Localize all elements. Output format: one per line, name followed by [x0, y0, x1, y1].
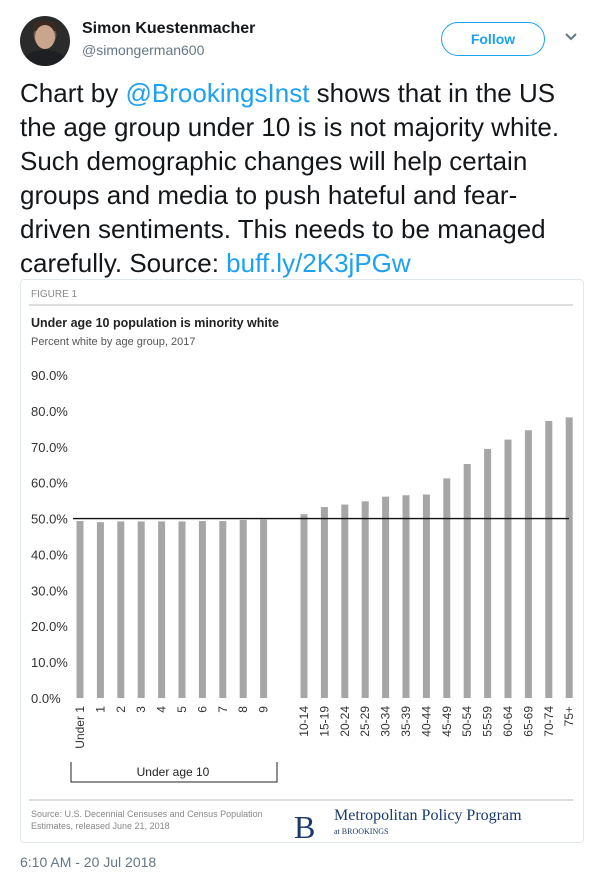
- source-link[interactable]: buff.ly/2K3jPGw: [226, 248, 411, 278]
- source-line-2: Estimates, released June 21, 2018: [31, 821, 170, 831]
- x-tick-label: 25-29: [358, 706, 372, 737]
- bar: [484, 448, 492, 698]
- x-tick-label: 35-39: [399, 706, 413, 737]
- x-tick-label: 20-24: [338, 706, 352, 737]
- x-tick-label: 8: [236, 706, 250, 713]
- chevron-down-icon[interactable]: [564, 30, 578, 44]
- bar: [260, 519, 268, 698]
- x-tick-label: 3: [134, 706, 148, 713]
- avatar-face: [35, 25, 55, 49]
- chart-title: Under age 10 population is minority whit…: [31, 316, 279, 330]
- y-tick-label: 80.0%: [31, 404, 68, 419]
- x-tick-label: 65-69: [521, 706, 535, 737]
- bar: [137, 521, 145, 698]
- figure-label: FIGURE 1: [31, 289, 78, 300]
- chart-card[interactable]: FIGURE 1 Under age 10 population is mino…: [20, 279, 584, 843]
- x-tick-label: 7: [216, 706, 230, 713]
- bar: [158, 521, 166, 698]
- x-tick-label: 1: [93, 706, 107, 713]
- bar: [300, 514, 308, 698]
- x-tick-label: 75+: [562, 706, 576, 726]
- bar: [117, 521, 125, 698]
- mention-link[interactable]: @BrookingsInst: [125, 78, 310, 108]
- bar: [545, 420, 553, 698]
- user-name[interactable]: Simon Kuestenmacher: [82, 20, 256, 37]
- follow-button[interactable]: Follow: [441, 22, 545, 56]
- tweet-body: shows that in the US the age group under…: [20, 78, 560, 278]
- x-tick-label: 45-49: [440, 706, 454, 737]
- bar: [320, 507, 328, 698]
- bar: [504, 439, 512, 698]
- x-tick-label: 5: [175, 706, 189, 713]
- y-tick-label: 50.0%: [31, 512, 68, 527]
- y-tick-label: 90.0%: [31, 368, 68, 383]
- x-tick-label: 10-14: [297, 706, 311, 737]
- timestamp[interactable]: 6:10 AM - 20 Jul 2018: [20, 854, 157, 870]
- y-tick-label: 30.0%: [31, 583, 68, 598]
- y-tick-label: 40.0%: [31, 547, 68, 562]
- bar: [178, 521, 186, 698]
- bar: [443, 478, 451, 698]
- chart-subtitle: Percent white by age group, 2017: [31, 336, 196, 348]
- x-tick-label: 2: [114, 706, 128, 713]
- x-tick-label: 30-34: [379, 706, 393, 737]
- tweet-prefix: Chart by: [20, 78, 126, 108]
- y-tick-label: 60.0%: [31, 476, 68, 491]
- bar: [341, 504, 349, 698]
- x-tick-label: 9: [257, 706, 271, 713]
- avatar[interactable]: [20, 16, 70, 66]
- source-line-1: Source: U.S. Decennial Censuses and Cens…: [31, 809, 263, 819]
- bar: [239, 519, 247, 698]
- bar: [219, 521, 227, 698]
- user-handle[interactable]: @simongerman600: [82, 42, 205, 58]
- under-10-bracket: [70, 762, 278, 783]
- x-tick-label: 50-54: [460, 706, 474, 737]
- bar: [361, 501, 369, 698]
- under-10-label: Under age 10: [137, 765, 210, 779]
- bar: [76, 521, 84, 698]
- chart: FIGURE 1 Under age 10 population is mino…: [29, 289, 576, 842]
- y-tick-label: 70.0%: [31, 440, 68, 455]
- bar: [198, 521, 206, 698]
- y-tick-label: 20.0%: [31, 619, 68, 634]
- bar: [96, 522, 104, 698]
- bar: [422, 494, 430, 698]
- at-brookings: at BROOKINGS: [334, 827, 388, 836]
- y-tick-label: 0.0%: [31, 691, 61, 706]
- program-name: Metropolitan Policy Program: [334, 807, 522, 824]
- bar: [565, 417, 573, 698]
- x-tick-label: 70-74: [542, 706, 556, 737]
- x-tick-label: 6: [195, 706, 209, 713]
- avatar-shirt: [24, 50, 66, 66]
- bar: [524, 430, 532, 698]
- x-tick-label: 55-59: [481, 706, 495, 737]
- y-tick-label: 10.0%: [31, 655, 68, 670]
- x-tick-label: 15-19: [317, 706, 331, 737]
- bar: [463, 464, 471, 698]
- bar: [402, 495, 410, 698]
- x-tick-label: 40-44: [419, 706, 433, 737]
- x-tick-label: 60-64: [501, 706, 515, 737]
- brookings-logo: B: [294, 809, 315, 842]
- bar: [382, 496, 390, 698]
- x-tick-label: 4: [155, 706, 169, 713]
- tweet-text: Chart by @BrookingsInst shows that in th…: [20, 76, 586, 280]
- x-tick-label: Under 1: [73, 706, 87, 749]
